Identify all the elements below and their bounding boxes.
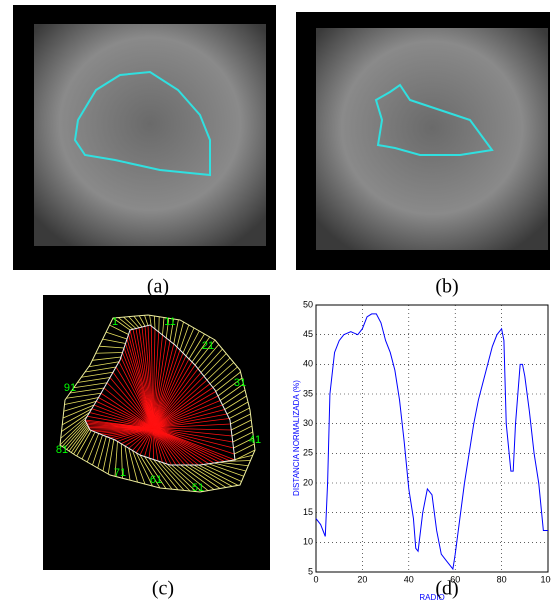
- panel-label: (c): [152, 578, 174, 600]
- angiogram-image: [34, 24, 266, 246]
- y-axis-label: DISTANCIA NORMALIZADA (%): [292, 380, 301, 496]
- radial-label: 71: [114, 467, 126, 479]
- panel-label: (b): [435, 276, 458, 298]
- x-tick-label: 20: [357, 574, 367, 584]
- y-tick-label: 5: [308, 566, 313, 576]
- radial-label: 41: [249, 434, 261, 446]
- y-tick-label: 45: [303, 329, 313, 339]
- y-tick-label: 50: [303, 299, 313, 309]
- panel-label: (a): [147, 276, 169, 298]
- y-tick-label: 20: [303, 477, 313, 487]
- ray: [153, 428, 154, 460]
- x-tick-label: 60: [450, 574, 460, 584]
- radial-label: 31: [234, 377, 246, 389]
- y-tick-label: 35: [303, 388, 313, 398]
- y-tick-label: 40: [303, 359, 313, 369]
- y-tick-label: 15: [303, 507, 313, 517]
- x-tick-label: 40: [404, 574, 414, 584]
- figure: RADIO DISTANCIA NORMALIZADA (%) (a) (b) …: [0, 0, 551, 602]
- y-tick-label: 30: [303, 418, 313, 428]
- radial-label: 21: [202, 340, 214, 352]
- radial-label: 61: [150, 474, 162, 486]
- radial-label: 1: [112, 316, 118, 328]
- y-tick-label: 10: [303, 537, 313, 547]
- x-tick-label: 100: [540, 574, 551, 584]
- radial-label: 51: [192, 482, 204, 494]
- radial-label: 81: [56, 444, 68, 456]
- x-tick-label: 0: [313, 574, 318, 584]
- x-tick-label: 80: [497, 574, 507, 584]
- plot-area: [316, 305, 548, 572]
- radial-label: 11: [164, 316, 175, 328]
- y-tick-label: 25: [303, 448, 313, 458]
- radial-label: 91: [64, 382, 76, 394]
- angiogram-image: [316, 28, 548, 250]
